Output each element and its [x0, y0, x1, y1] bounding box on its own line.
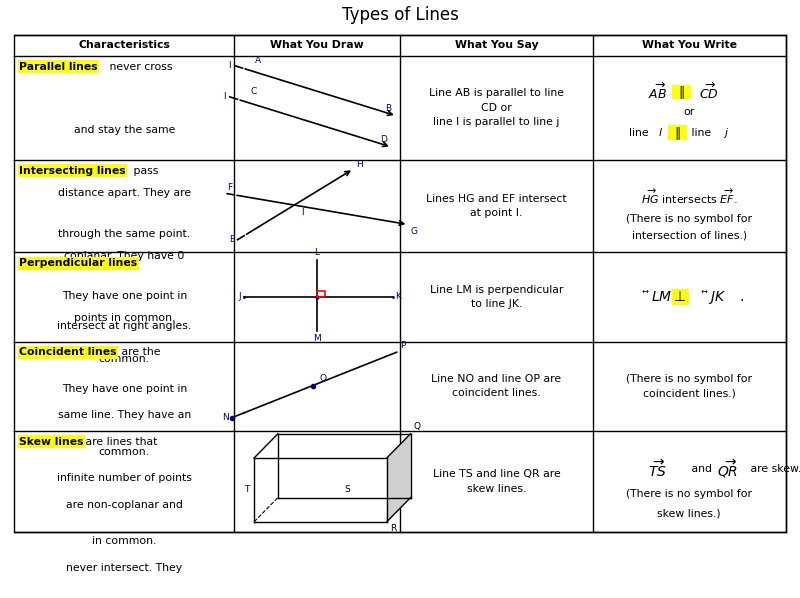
Text: C: C	[250, 87, 257, 96]
Text: G: G	[410, 227, 418, 236]
Text: R: R	[390, 524, 396, 533]
Text: Parallel lines: Parallel lines	[19, 62, 98, 72]
Text: .: .	[739, 290, 744, 304]
Text: are lines that: are lines that	[82, 437, 158, 447]
Text: j: j	[725, 127, 727, 138]
Text: Line AB is parallel to line
CD or
line l is parallel to line j: Line AB is parallel to line CD or line l…	[429, 88, 564, 127]
Text: I: I	[228, 61, 230, 70]
Text: $\overleftrightarrow{LM}$: $\overleftrightarrow{LM}$	[642, 289, 673, 304]
Text: ⊥: ⊥	[674, 290, 686, 304]
Text: T: T	[244, 486, 250, 495]
Text: line: line	[687, 127, 714, 138]
Polygon shape	[386, 434, 410, 522]
Text: (There is no symbol for: (There is no symbol for	[626, 489, 752, 499]
Text: E: E	[229, 235, 234, 244]
Text: A: A	[255, 56, 262, 65]
Text: Coincident lines: Coincident lines	[19, 347, 117, 358]
Text: are skew.: are skew.	[747, 464, 800, 474]
Text: They have one point in: They have one point in	[62, 385, 187, 394]
Text: K: K	[395, 292, 401, 301]
Text: or: or	[683, 107, 695, 117]
Text: (There is no symbol for: (There is no symbol for	[626, 215, 752, 224]
Text: and stay the same: and stay the same	[74, 124, 175, 135]
Text: coplanar. They have 0: coplanar. They have 0	[64, 251, 185, 261]
Text: Characteristics: Characteristics	[78, 40, 170, 50]
Text: line: line	[629, 127, 652, 138]
Text: Types of Lines: Types of Lines	[342, 6, 458, 24]
Text: What You Say: What You Say	[454, 40, 538, 50]
Text: pass: pass	[130, 166, 158, 176]
Text: never cross: never cross	[106, 62, 172, 72]
Bar	[317, 291, 325, 297]
Bar	[14, 35, 786, 532]
Text: Intersecting lines: Intersecting lines	[19, 166, 126, 176]
Text: S: S	[344, 486, 350, 495]
Text: J: J	[238, 292, 241, 301]
Text: ∥: ∥	[674, 126, 680, 139]
Text: $\overrightarrow{QR}$: $\overrightarrow{QR}$	[717, 457, 738, 480]
Text: D: D	[380, 135, 387, 144]
Text: B: B	[386, 104, 392, 113]
Text: $\overrightarrow{HG}$ intersects $\overrightarrow{EF}$.: $\overrightarrow{HG}$ intersects $\overr…	[641, 188, 738, 206]
Text: l: l	[659, 127, 662, 138]
Text: Skew lines: Skew lines	[19, 437, 84, 447]
Text: What You Draw: What You Draw	[270, 40, 364, 50]
Text: (There is no symbol for
coincident lines.): (There is no symbol for coincident lines…	[626, 374, 752, 398]
Text: L: L	[314, 248, 319, 257]
Text: O: O	[319, 374, 326, 383]
Text: ∥: ∥	[678, 86, 684, 99]
Text: N: N	[222, 413, 229, 422]
Text: same line. They have an: same line. They have an	[58, 410, 191, 420]
Text: infinite number of points: infinite number of points	[57, 474, 192, 483]
Text: intersect at right angles.: intersect at right angles.	[57, 321, 191, 331]
Text: through the same point.: through the same point.	[58, 228, 190, 239]
Text: Line NO and line OP are
coincident lines.: Line NO and line OP are coincident lines…	[431, 374, 562, 398]
Text: Q: Q	[414, 422, 421, 431]
Text: never intersect. They: never intersect. They	[66, 563, 182, 572]
Text: and: and	[687, 464, 715, 474]
Text: I: I	[223, 92, 226, 102]
Text: P: P	[400, 341, 406, 350]
Bar	[667, 126, 686, 140]
Bar	[671, 85, 690, 99]
Text: points in common.: points in common.	[74, 313, 175, 324]
Text: in common.: in common.	[92, 536, 157, 547]
Text: Lines HG and EF intersect
at point I.: Lines HG and EF intersect at point I.	[426, 194, 566, 218]
Text: Line LM is perpendicular
to line JK.: Line LM is perpendicular to line JK.	[430, 285, 563, 309]
Text: F: F	[226, 184, 232, 193]
Text: common.: common.	[98, 447, 150, 457]
Text: skew lines.): skew lines.)	[658, 509, 721, 519]
Text: are the: are the	[118, 347, 161, 358]
Text: $\overleftrightarrow{JK}$: $\overleftrightarrow{JK}$	[701, 288, 726, 306]
Text: $\overrightarrow{TS}$: $\overrightarrow{TS}$	[648, 458, 666, 480]
Bar	[671, 289, 689, 305]
Text: common.: common.	[98, 355, 150, 364]
Text: H: H	[356, 160, 362, 169]
Text: Line TS and line QR are
skew lines.: Line TS and line QR are skew lines.	[433, 469, 560, 494]
Text: They have one point in: They have one point in	[62, 291, 187, 301]
Text: $\overrightarrow{AB}$: $\overrightarrow{AB}$	[648, 82, 666, 102]
Text: What You Write: What You Write	[642, 40, 737, 50]
Text: intersection of lines.): intersection of lines.)	[632, 231, 746, 240]
Text: Perpendicular lines: Perpendicular lines	[19, 258, 138, 269]
Text: M: M	[314, 334, 321, 343]
Text: I: I	[301, 208, 303, 217]
Text: are non-coplanar and: are non-coplanar and	[66, 499, 182, 509]
Text: distance apart. They are: distance apart. They are	[58, 188, 191, 197]
Text: $\overrightarrow{CD}$: $\overrightarrow{CD}$	[699, 82, 719, 102]
